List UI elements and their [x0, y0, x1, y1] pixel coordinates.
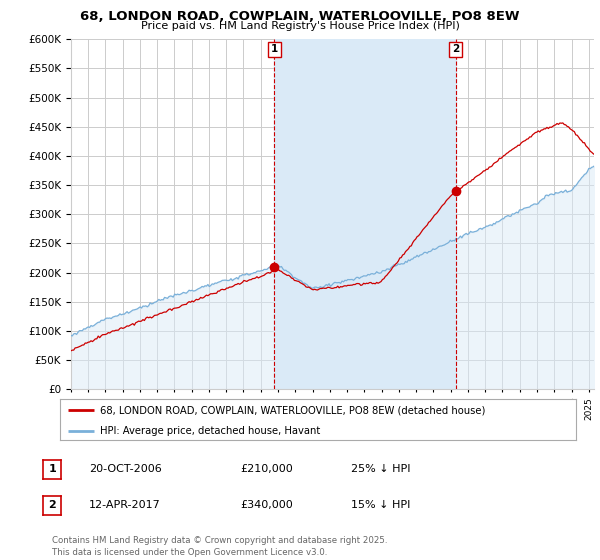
Bar — [274, 39, 455, 389]
Text: 68, LONDON ROAD, COWPLAIN, WATERLOOVILLE, PO8 8EW (detached house): 68, LONDON ROAD, COWPLAIN, WATERLOOVILLE… — [100, 405, 485, 415]
Text: £340,000: £340,000 — [240, 500, 293, 510]
Text: HPI: Average price, detached house, Havant: HPI: Average price, detached house, Hava… — [100, 426, 320, 436]
Text: 20-OCT-2006: 20-OCT-2006 — [89, 464, 161, 474]
Text: 2: 2 — [452, 44, 460, 54]
Text: 1: 1 — [271, 44, 278, 54]
Text: 68, LONDON ROAD, COWPLAIN, WATERLOOVILLE, PO8 8EW: 68, LONDON ROAD, COWPLAIN, WATERLOOVILLE… — [80, 10, 520, 23]
Text: £210,000: £210,000 — [240, 464, 293, 474]
Text: 15% ↓ HPI: 15% ↓ HPI — [351, 500, 410, 510]
Text: Contains HM Land Registry data © Crown copyright and database right 2025.
This d: Contains HM Land Registry data © Crown c… — [52, 536, 388, 557]
Text: 25% ↓ HPI: 25% ↓ HPI — [351, 464, 410, 474]
Text: 2: 2 — [49, 500, 56, 510]
Text: 12-APR-2017: 12-APR-2017 — [89, 500, 161, 510]
Text: 1: 1 — [49, 464, 56, 474]
Text: Price paid vs. HM Land Registry's House Price Index (HPI): Price paid vs. HM Land Registry's House … — [140, 21, 460, 31]
